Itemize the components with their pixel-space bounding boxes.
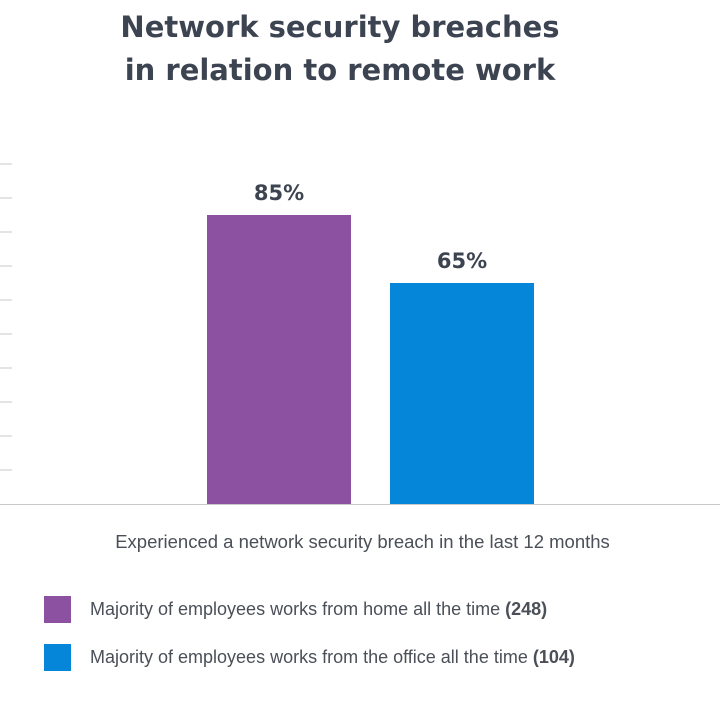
legend-item-home: Majority of employees works from home al… xyxy=(44,594,575,625)
bar-value-label: 65% xyxy=(437,249,487,273)
legend: Majority of employees works from home al… xyxy=(44,594,575,690)
legend-count-home: (248) xyxy=(505,599,548,619)
bar xyxy=(390,283,534,504)
chart-title-line-2: in relation to remote work xyxy=(124,53,556,87)
legend-label-office: Majority of employees works from the off… xyxy=(90,647,528,667)
chart-title-line-1: Network security breaches xyxy=(120,10,560,44)
bar-value-label: 85% xyxy=(254,181,304,205)
bar-chart: 85% 65% xyxy=(0,163,720,505)
x-axis-label: Experienced a network security breach in… xyxy=(115,531,610,552)
bar xyxy=(207,215,351,504)
chart-title: Network security breaches in relation to… xyxy=(0,6,680,92)
legend-count-office: (104) xyxy=(532,647,575,667)
legend-label-home: Majority of employees works from home al… xyxy=(90,599,501,619)
legend-swatch-home xyxy=(44,596,71,623)
legend-swatch-office xyxy=(44,644,71,671)
legend-item-office: Majority of employees works from the off… xyxy=(44,642,575,673)
